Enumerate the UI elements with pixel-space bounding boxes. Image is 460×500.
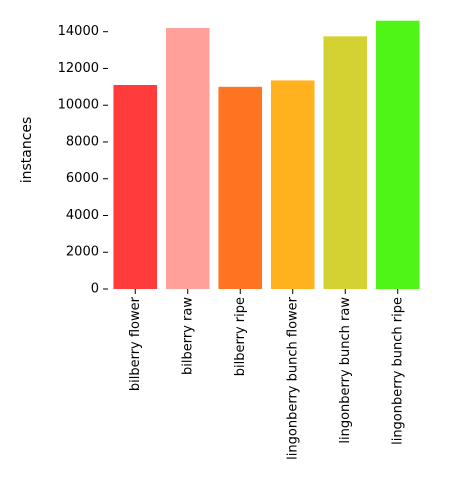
bar-lingonberry-bunch-ripe	[375, 20, 420, 290]
bar-bilberry-raw	[165, 28, 210, 290]
x-tick-label: lingonberry bunch ripe	[390, 297, 405, 445]
x-tick-label: lingonberry bunch flower	[285, 296, 300, 459]
x-tick-label: bilberry raw	[180, 297, 195, 375]
bars-group	[113, 20, 420, 290]
y-axis-label: instances	[19, 117, 35, 184]
x-tick-label: lingonberry bunch raw	[338, 297, 353, 444]
y-tick-label: 14000	[58, 24, 99, 39]
y-tick-label: 6000	[66, 171, 99, 186]
x-axis: bilberry flower bilberry raw bilberry ripe…	[128, 289, 405, 460]
y-tick-label: 0	[91, 282, 99, 297]
x-tick-label: bilberry flower	[128, 296, 143, 391]
y-tick-label: 2000	[66, 245, 99, 260]
bar-bilberry-ripe	[218, 86, 263, 289]
bar-bilberry-flower	[113, 85, 158, 289]
y-tick-label: 12000	[58, 61, 99, 76]
y-axis: 0 2000 4000 6000 8000 10000 12000 14000	[58, 24, 108, 297]
y-tick-label: 4000	[66, 208, 99, 223]
bar-lingonberry-bunch-flower	[270, 80, 315, 289]
bar-lingonberry-bunch-raw	[323, 36, 368, 289]
y-tick-label: 8000	[66, 134, 99, 149]
y-tick-label: 10000	[58, 98, 99, 113]
x-tick-label: bilberry ripe	[233, 297, 248, 376]
